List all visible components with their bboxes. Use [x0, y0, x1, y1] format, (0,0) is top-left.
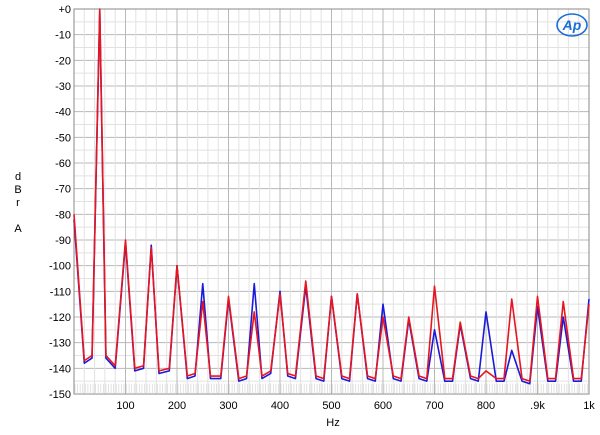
- y-tick-label: -150: [49, 389, 71, 401]
- y-tick-label: -50: [55, 132, 71, 144]
- x-tick-label: 400: [271, 400, 289, 412]
- y-tick-label: -90: [55, 235, 71, 247]
- x-tick-label: 600: [374, 400, 392, 412]
- y-tick-label: -60: [55, 158, 71, 170]
- y-tick-label: -130: [49, 338, 71, 350]
- y-tick-label: -10: [55, 30, 71, 42]
- y-tick-label: -30: [55, 81, 71, 93]
- y-axis-label: dBr A: [14, 171, 22, 235]
- x-tick-label: 800: [477, 400, 495, 412]
- x-tick-label: 500: [322, 400, 340, 412]
- x-tick-label: 200: [168, 400, 186, 412]
- y-tick-label: +0: [58, 4, 71, 16]
- x-tick-label: 300: [219, 400, 237, 412]
- ap-logo-text: Ap: [562, 17, 582, 33]
- y-tick-label: -80: [55, 209, 71, 221]
- y-tick-label: -40: [55, 107, 71, 119]
- y-tick-label: -140: [49, 363, 71, 375]
- x-tick-labels: 100 200 300 400 500 600 700 800 .9k 1k: [116, 400, 595, 412]
- y-axis-label-char: B: [14, 184, 21, 196]
- x-tick-label: 700: [425, 400, 443, 412]
- y-axis-label-char: r: [16, 197, 20, 209]
- y-tick-label: -110: [50, 286, 71, 298]
- x-axis-label: Hz: [326, 417, 339, 429]
- y-tick-label: -70: [55, 184, 71, 196]
- plot-frame: [73, 8, 590, 395]
- ap-logo: Ap: [556, 13, 588, 37]
- x-tick-label: 1k: [583, 400, 595, 412]
- series-line-2: [73, 8, 590, 382]
- x-tick-label: .9k: [530, 400, 545, 412]
- y-tick-label: -100: [49, 261, 71, 273]
- y-axis-label-char: d: [15, 171, 21, 183]
- floor-hatch: [74, 383, 588, 394]
- series-group: [73, 8, 590, 385]
- y-tick-labels: +0 -10 -20 -30 -40 -50 -60 -70 -80 -90 -100 -110 -12…: [49, 4, 71, 401]
- x-tick-label: 100: [116, 400, 134, 412]
- y-tick-label: -20: [55, 55, 71, 67]
- y-tick-label: -120: [49, 312, 71, 324]
- ap-logo-ring: [556, 13, 588, 37]
- y-axis-label-char: A: [14, 223, 22, 235]
